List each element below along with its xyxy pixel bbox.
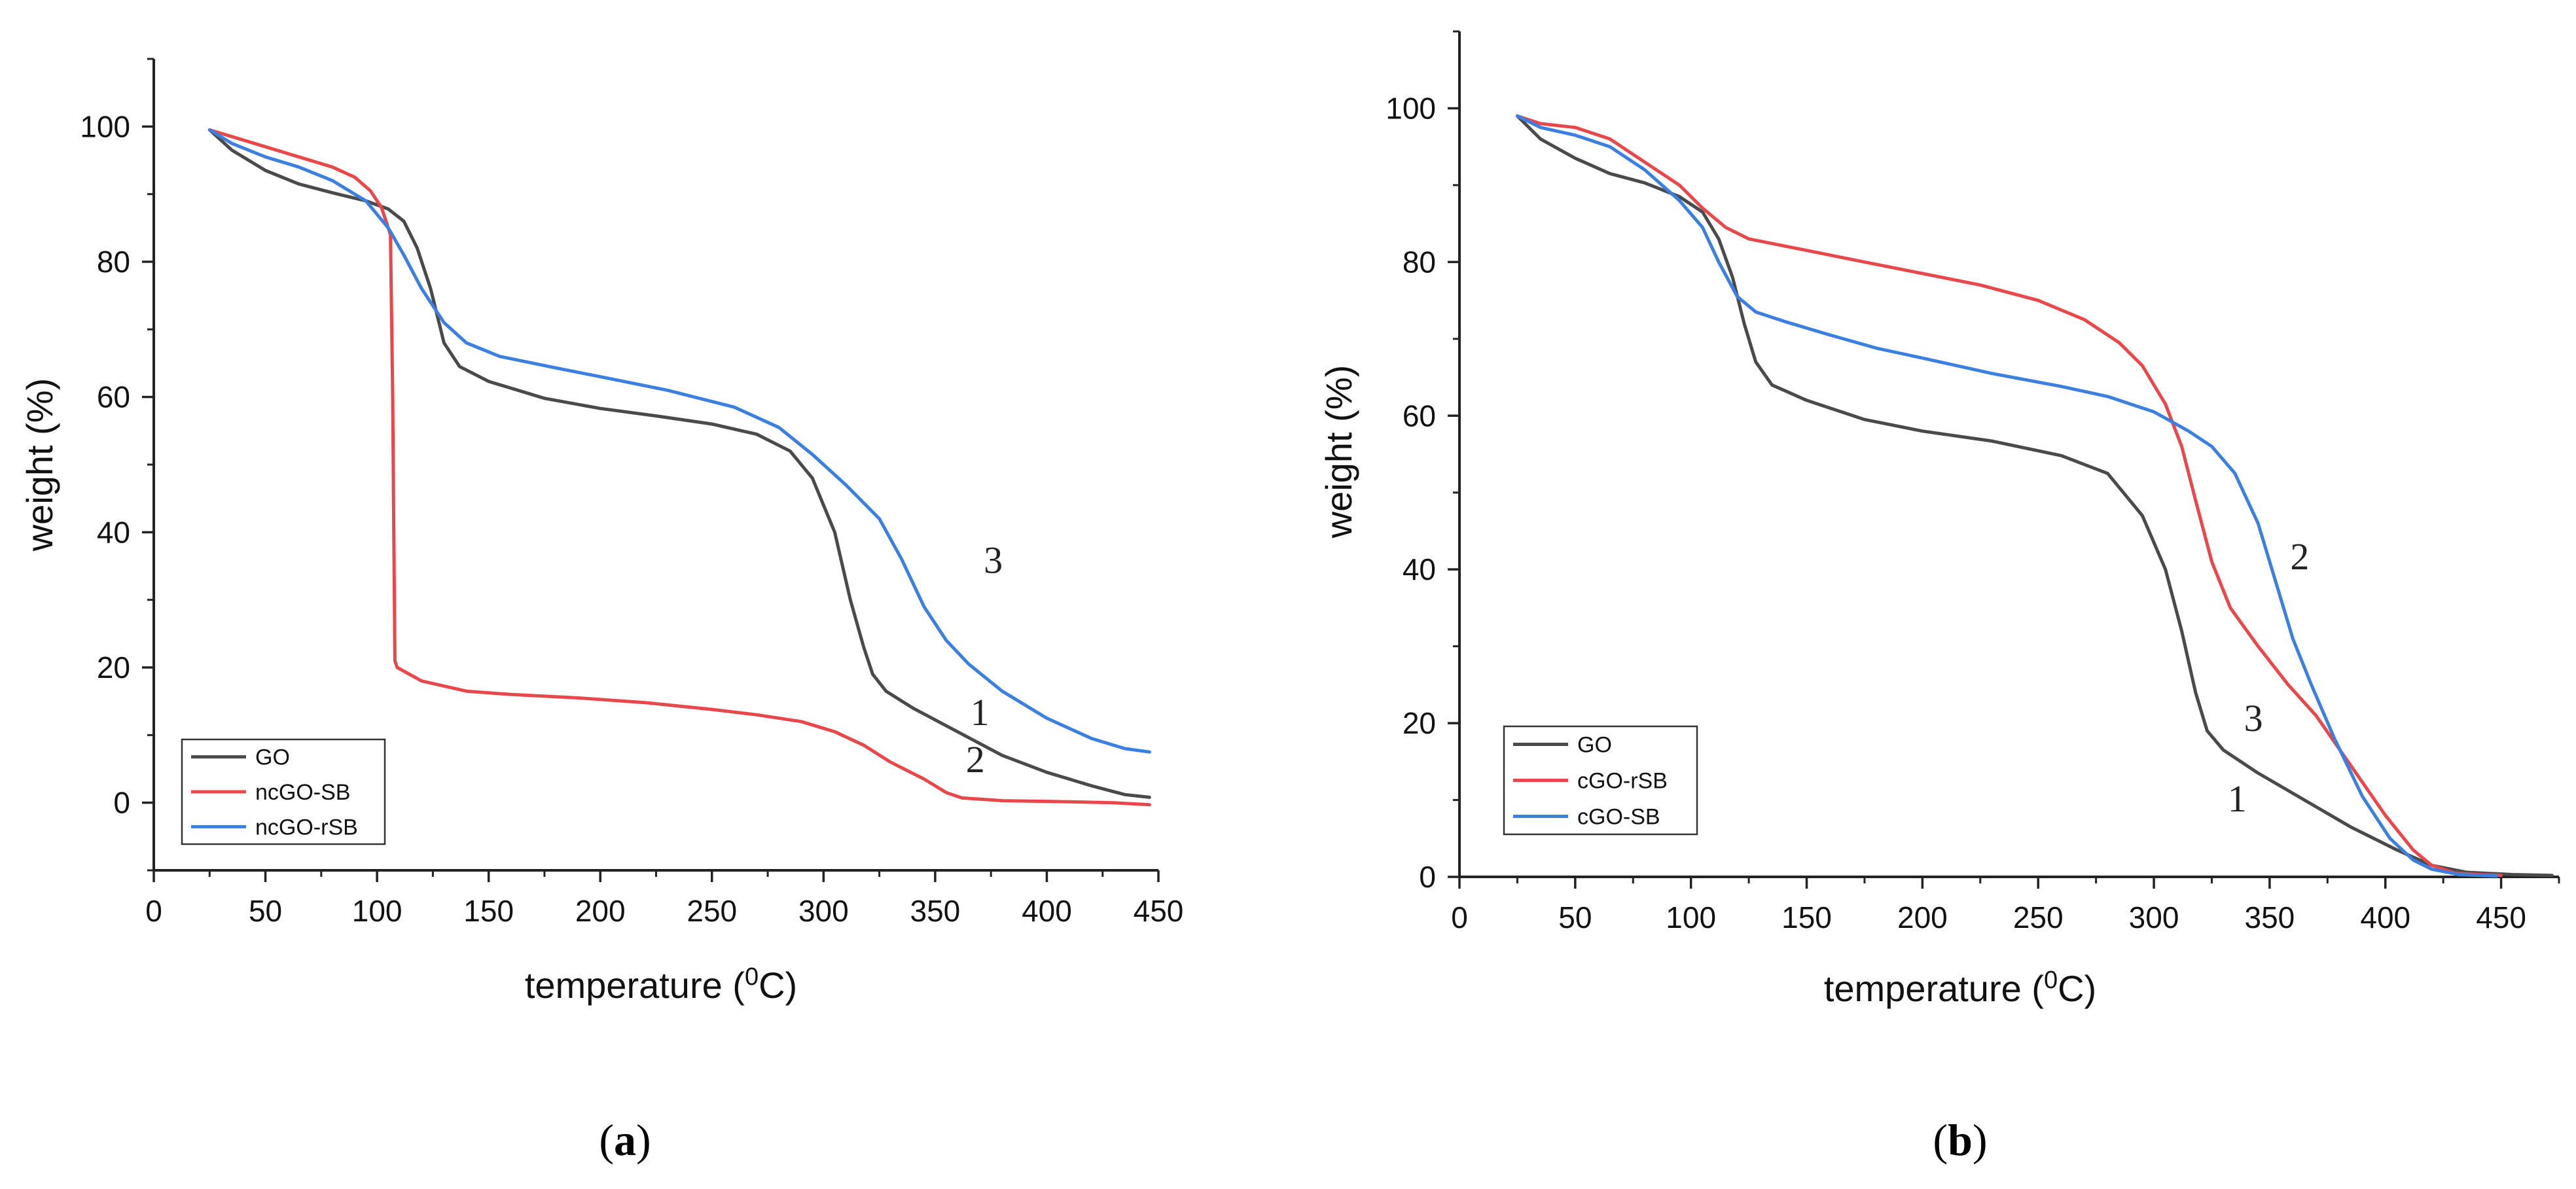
panel-b-x-tick-label: 300 [2129,900,2179,934]
panel-a-curve-label-1: 1 [971,691,990,734]
panel-a-legend-label-ncgo-sb: ncGO-SB [255,780,350,805]
panel-a-series-ncgo-rsb-line [207,128,1151,754]
panel-b-x-tick-label: 100 [1666,900,1716,934]
panel-a-series-ncgo-sb-line [207,128,1151,807]
panel-b-curve-label-3: 3 [2244,697,2263,739]
panel-b-y-tick-label: 80 [1403,245,1436,279]
panel-b-curve-label-2: 2 [2290,535,2309,578]
panel-a-legend: GO ncGO-SB ncGO-rSB [181,738,386,845]
panel-b-y-tick-label: 100 [1386,91,1436,125]
panel-a-y-tick-label: 20 [97,650,130,684]
panel-b-y-tick-label: 40 [1403,552,1436,586]
panel-a-y-axis-label: weight (%) [19,378,60,552]
panel-b-legend: GO cGO-rSB cGO-SB [1503,725,1698,836]
panel-a-y-tick-label: 60 [97,380,130,414]
panel-a-x-tick-label: 400 [1022,894,1072,928]
panel-a-caption: (a) [599,1115,651,1165]
panel-a-y-tick-label: 40 [97,515,130,549]
panel-b-x-tick-label: 0 [1451,900,1468,934]
panel-a-series [207,128,1151,807]
panel-b-series [1515,114,2554,878]
panel-b-annotations: 2 3 1 [2228,535,2309,820]
panel-b-curve-label-1: 1 [2228,777,2247,820]
panel-b-x-tick-label: 400 [2360,900,2410,934]
panel-a-x-axis-label: temperature (0C) [525,963,797,1006]
panel-b-legend-label-go: GO [1577,733,1612,758]
panel-a-y-tick-label: 80 [97,245,130,279]
panel-b-x-tick-label: 250 [2013,900,2064,934]
panel-a-legend-label-ncgo-rsb: ncGO-rSB [255,815,358,840]
panel-a-x-tick-label: 0 [145,894,162,928]
panel-a-x-tick-label: 150 [463,894,514,928]
panel-a-x-tick-label: 50 [249,894,282,928]
panel-b-caption: (b) [1933,1115,1987,1165]
panel-b-y-tick-label: 60 [1403,399,1436,433]
panel-a-annotations: 3 12 [966,539,1003,781]
panel-a-legend-label-go: GO [255,745,290,770]
panel-a-x-tick-label: 300 [798,894,849,928]
panel-b-series-go-line [1515,114,2554,878]
panel-a-x-tick-label: 250 [687,894,737,928]
panel-b-x-tick-label: 150 [1781,900,1832,934]
chart-panel-b: 0 50 100 150 200 250 300 350 400 450020406080100 … [1318,30,2560,1165]
panel-a-x-tick-label: 450 [1134,894,1184,928]
panel-a-curve-label-2: 2 [966,738,985,781]
chart-panel-a: 0 50 100 150 200 250 300 350 400 450020406080100 … [19,58,1184,1165]
panel-a-y-tick-label: 100 [80,109,130,143]
panel-b-series-cgo-rsb-line [1515,114,2503,878]
panel-b-x-axis-label: temperature (0C) [1824,967,2096,1009]
panel-a-x-tick-label: 100 [352,894,402,928]
panel-b-y-tick-label: 20 [1403,706,1436,740]
panel-a-x-tick-label: 200 [575,894,626,928]
panel-b-axes: 0 50 100 150 200 250 300 350 400 450 0 20 40 60 80 100 [1386,30,2560,934]
panel-a-curve-label-3: 3 [984,539,1003,581]
panel-a-series-go-line [207,128,1151,799]
panel-b-x-tick-label: 50 [1558,900,1592,934]
panel-b-x-tick-label: 350 [2245,900,2295,934]
panel-b-y-tick-label: 0 [1419,860,1436,894]
panel-a-axes: 0 50 100 150 200 250 300 350 400 450 0 20 40 60 80 100 [80,58,1184,928]
panel-b-legend-label-cgo-sb: cGO-SB [1577,805,1660,830]
panel-b-series-cgo-sb-line [1515,114,2498,878]
panel-b-legend-label-cgo-rsb: cGO-rSB [1577,769,1668,794]
panel-b-x-tick-label: 200 [1897,900,1948,934]
panel-a-y-tick-label: 0 [113,786,130,820]
panel-b-x-tick-label: 450 [2476,900,2526,934]
panel-a-x-tick-label: 350 [910,894,961,928]
panel-b-y-axis-label: weight (%) [1318,365,1359,539]
